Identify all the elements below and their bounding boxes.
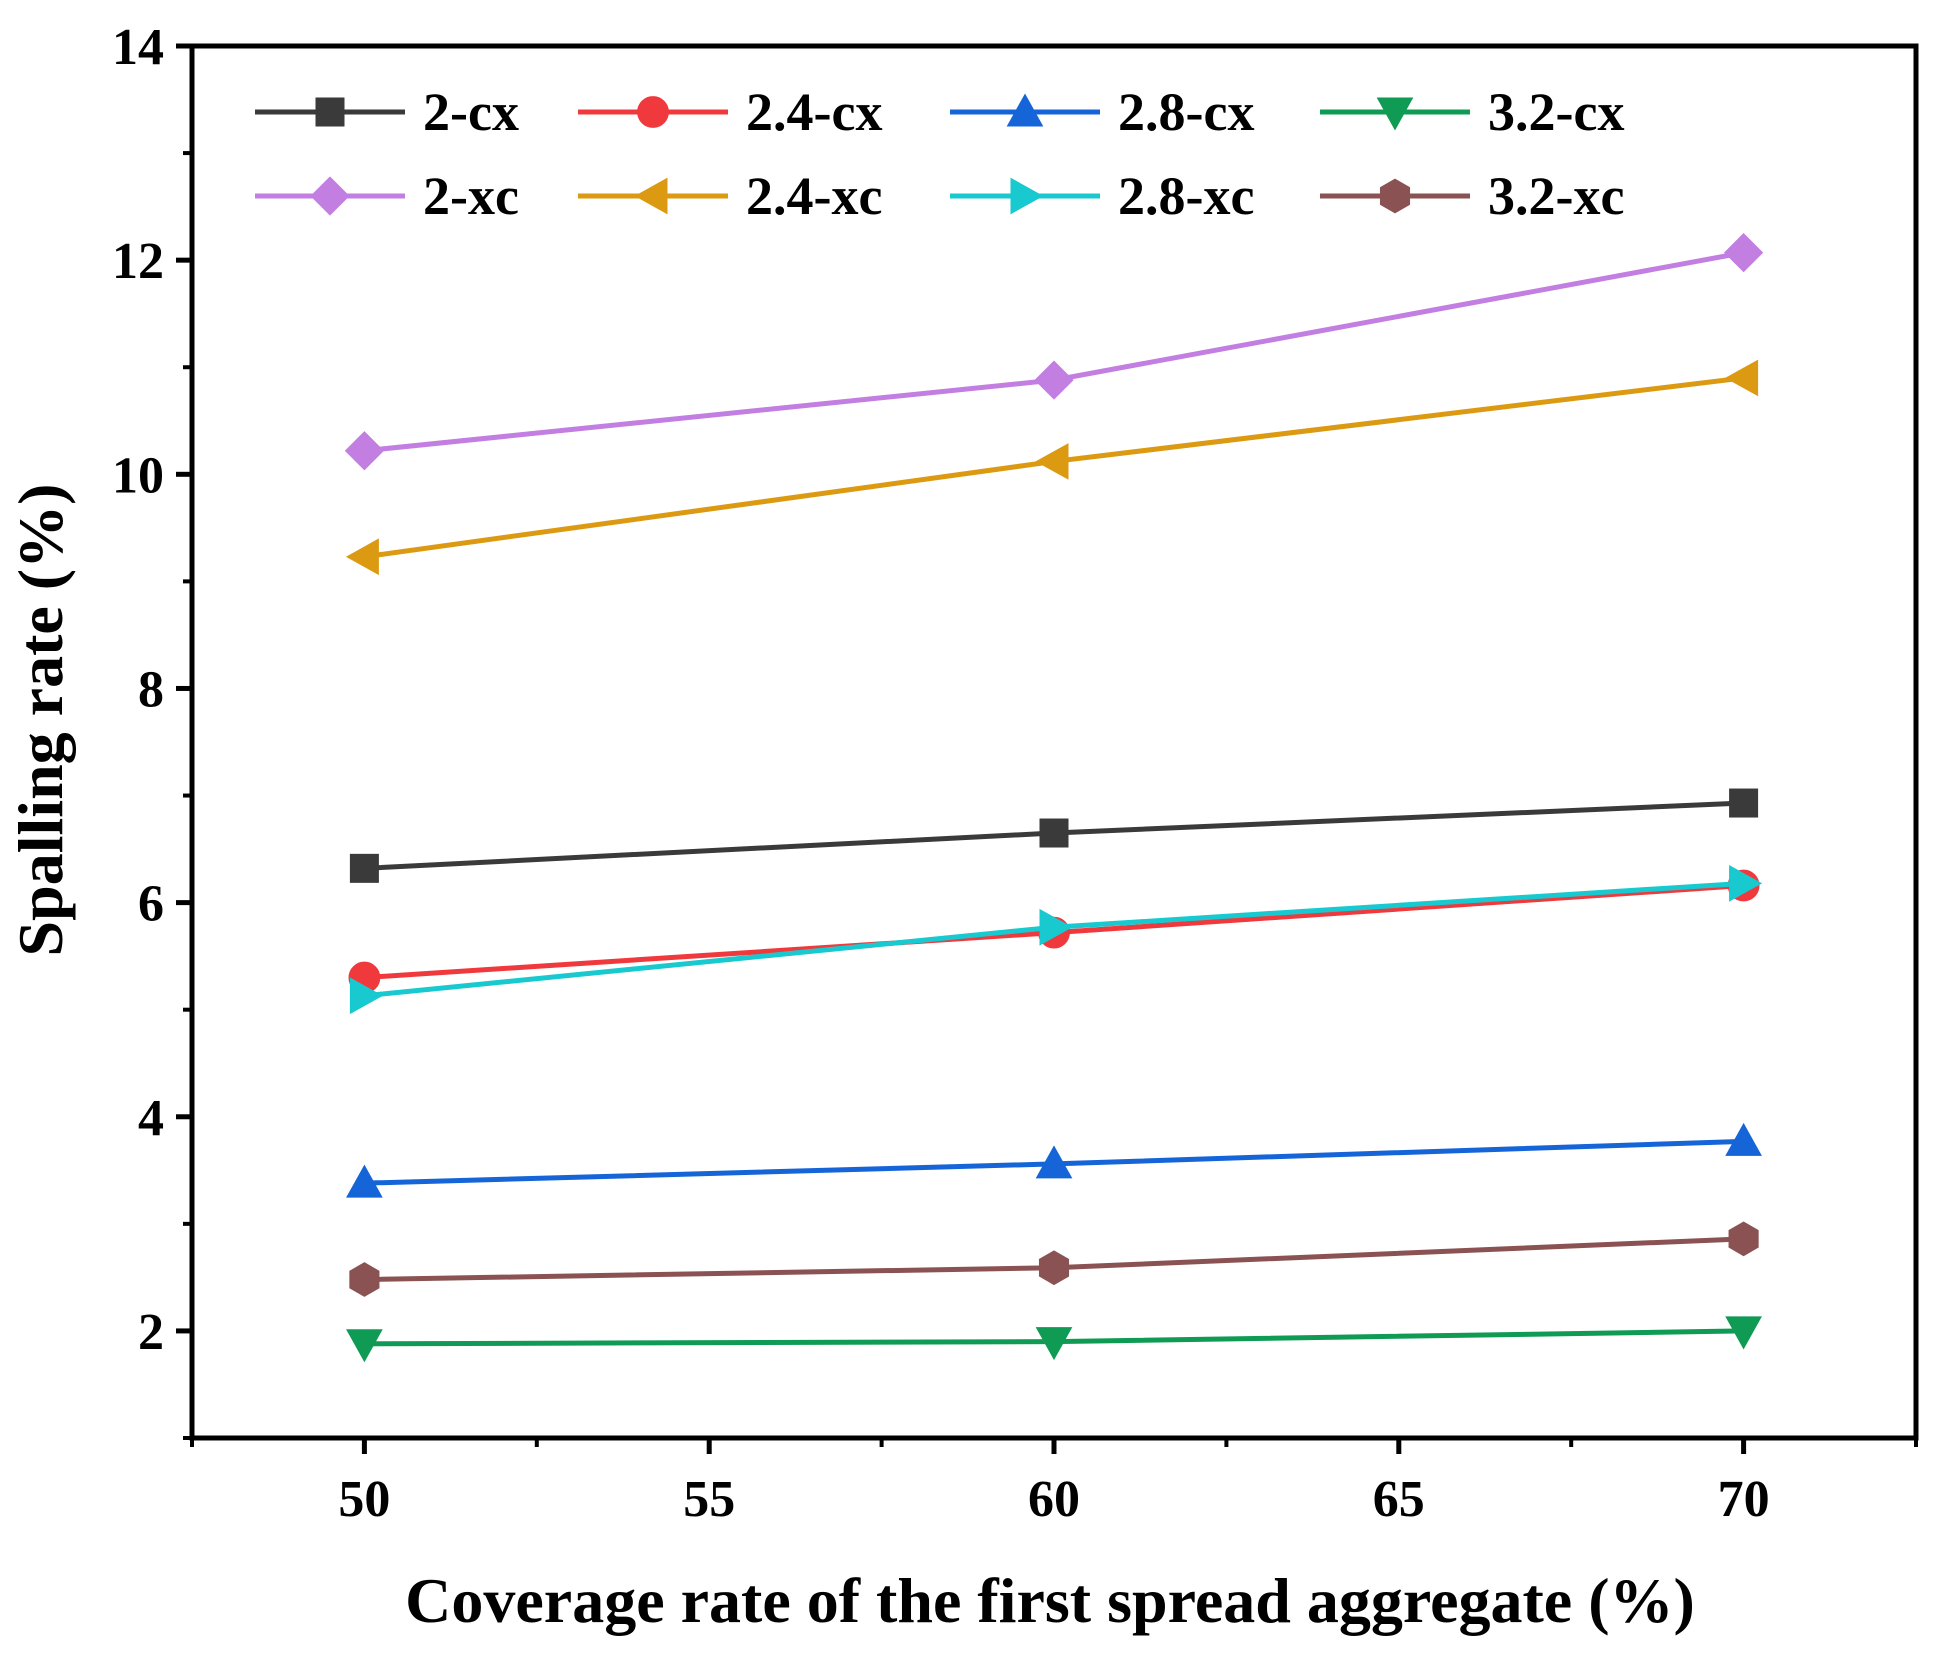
legend-label: 3.2-xc bbox=[1488, 166, 1624, 226]
y-tick-label: 8 bbox=[138, 661, 164, 718]
series-layer bbox=[344, 233, 1764, 1363]
data-point bbox=[1728, 1221, 1759, 1257]
series-2.8-cx bbox=[346, 1122, 1762, 1198]
data-point bbox=[1729, 864, 1763, 902]
legend-marker bbox=[637, 96, 669, 128]
x-axis-title: Coverage rate of the first spread aggreg… bbox=[405, 1565, 1695, 1636]
legend-marker bbox=[1010, 177, 1044, 215]
data-point bbox=[349, 977, 383, 1015]
series-line bbox=[364, 250, 1745, 454]
legend-item: 2.4-cx bbox=[578, 82, 882, 142]
axes-layer: 50 55 60 65 70 2 4 6 8 10 12 14 bbox=[112, 19, 1919, 1528]
data-point bbox=[1034, 360, 1074, 400]
y-tick-label: 2 bbox=[138, 1304, 164, 1361]
data-point bbox=[1039, 908, 1073, 946]
y-tick-label: 4 bbox=[138, 1090, 164, 1147]
y-tick-label: 14 bbox=[112, 19, 164, 76]
x-tick-label: 55 bbox=[683, 1471, 735, 1528]
data-point bbox=[349, 853, 379, 883]
legend: 2-cx 2.4-cx 2.8-cx 3.2-cx 2-xc 2.4-xc 2.8-xc 3.… bbox=[255, 82, 1624, 226]
legend-item: 2-xc bbox=[255, 166, 519, 226]
y-tick-label: 10 bbox=[112, 447, 164, 504]
legend-marker bbox=[634, 177, 668, 215]
legend-label: 2.8-xc bbox=[1118, 166, 1254, 226]
data-point bbox=[1725, 359, 1759, 397]
data-point bbox=[1725, 1122, 1762, 1156]
legend-label: 2.4-xc bbox=[746, 166, 882, 226]
data-point bbox=[1038, 1250, 1070, 1286]
legend-marker bbox=[315, 97, 345, 127]
data-point bbox=[349, 1262, 380, 1297]
data-point bbox=[1039, 818, 1069, 848]
data-point bbox=[344, 431, 385, 471]
series-3.2-xc bbox=[349, 1221, 1759, 1297]
data-point bbox=[1035, 1145, 1073, 1179]
legend-marker bbox=[1006, 93, 1044, 127]
x-tick-label: 60 bbox=[1028, 1471, 1080, 1528]
legend-item: 2.8-cx bbox=[950, 82, 1254, 142]
x-tick-label: 65 bbox=[1373, 1471, 1425, 1528]
legend-marker bbox=[1376, 97, 1414, 131]
series-2-xc bbox=[344, 233, 1764, 471]
series-3.2-cx bbox=[346, 1316, 1762, 1363]
data-point bbox=[1729, 788, 1759, 818]
plot-frame bbox=[189, 43, 1919, 1441]
y-axis-title: Spalling rate (%) bbox=[5, 484, 76, 957]
data-point bbox=[1035, 443, 1069, 480]
legend-item: 3.2-xc bbox=[1320, 166, 1624, 226]
x-tick-label: 70 bbox=[1718, 1471, 1770, 1528]
legend-label: 2.8-cx bbox=[1118, 82, 1254, 142]
data-point bbox=[346, 1329, 383, 1363]
series-2-cx bbox=[349, 788, 1759, 883]
x-tick-label: 50 bbox=[338, 1471, 390, 1528]
data-point bbox=[1723, 233, 1764, 273]
data-point bbox=[1725, 1316, 1762, 1350]
legend-item: 2-cx bbox=[255, 82, 519, 142]
legend-label: 2-xc bbox=[423, 166, 519, 226]
legend-label: 2.4-cx bbox=[746, 82, 882, 142]
y-tick-label: 6 bbox=[138, 876, 164, 933]
legend-item: 2.8-xc bbox=[950, 166, 1254, 226]
legend-label: 3.2-cx bbox=[1488, 82, 1624, 142]
series-2.4-xc bbox=[345, 359, 1759, 576]
legend-label: 2-cx bbox=[423, 82, 519, 142]
data-point bbox=[1035, 1327, 1073, 1361]
legend-item: 2.4-xc bbox=[578, 166, 882, 226]
legend-marker bbox=[310, 176, 350, 216]
legend-marker bbox=[1379, 178, 1411, 214]
series-2.8-xc bbox=[349, 864, 1763, 1015]
data-point bbox=[345, 538, 379, 576]
data-point bbox=[346, 1164, 383, 1198]
y-tick-label: 12 bbox=[112, 233, 164, 290]
legend-item: 3.2-cx bbox=[1320, 82, 1624, 142]
